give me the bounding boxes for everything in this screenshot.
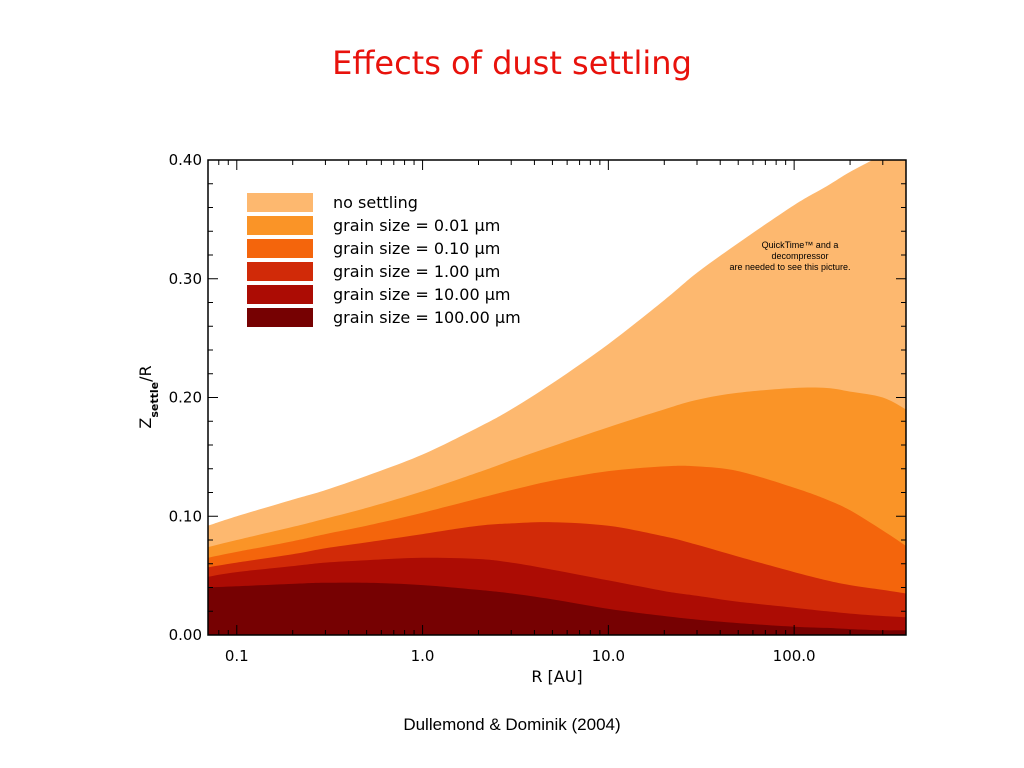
y-tick-label: 0.30 <box>169 270 202 288</box>
legend-swatch-5 <box>247 308 313 327</box>
legend-swatch-4 <box>247 285 313 304</box>
y-tick-label: 0.20 <box>169 389 202 407</box>
y-tick-labels: 0.00 0.10 0.20 0.30 0.40 <box>169 151 202 644</box>
legend-label-2: grain size = 0.10 μm <box>333 239 500 258</box>
legend-label-0: no settling <box>333 193 418 212</box>
x-tick-label: 10.0 <box>592 647 625 665</box>
citation: Dullemond & Dominik (2004) <box>403 715 621 734</box>
area-series-5 <box>208 582 906 635</box>
x-axis-title: R [AU] <box>531 667 582 686</box>
legend-label-4: grain size = 10.00 μm <box>333 285 510 304</box>
y-tick-label: 0.40 <box>169 151 202 169</box>
x-tick-label: 1.0 <box>411 647 435 665</box>
dust-settling-chart: QuickTime™ and a decompressor are needed… <box>136 151 907 686</box>
placeholder-line-1: QuickTime™ and a <box>762 240 839 250</box>
legend-label-3: grain size = 1.00 μm <box>333 262 500 281</box>
legend-label-1: grain size = 0.01 μm <box>333 216 500 235</box>
legend-swatch-0 <box>247 193 313 212</box>
x-tick-labels: 0.1 1.0 10.0 100.0 <box>225 647 816 665</box>
y-axis-title: Zsettle/R <box>136 365 161 428</box>
placeholder-line-3: are needed to see this picture. <box>729 262 850 272</box>
y-tick-label: 0.00 <box>169 626 202 644</box>
x-tick-label: 100.0 <box>773 647 816 665</box>
area-series-group <box>208 160 906 635</box>
legend-swatch-2 <box>247 239 313 258</box>
legend-swatch-1 <box>247 216 313 235</box>
y-tick-label: 0.10 <box>169 507 202 525</box>
placeholder-line-2: decompressor <box>771 251 828 261</box>
legend: no settling grain size = 0.01 μm grain siz… <box>247 193 521 327</box>
x-tick-label: 0.1 <box>225 647 249 665</box>
slide-title: Effects of dust settling <box>332 44 692 82</box>
legend-swatch-3 <box>247 262 313 281</box>
legend-label-5: grain size = 100.00 μm <box>333 308 521 327</box>
axis-ticks <box>207 159 907 636</box>
quicktime-placeholder: QuickTime™ and a decompressor are needed… <box>729 240 850 272</box>
